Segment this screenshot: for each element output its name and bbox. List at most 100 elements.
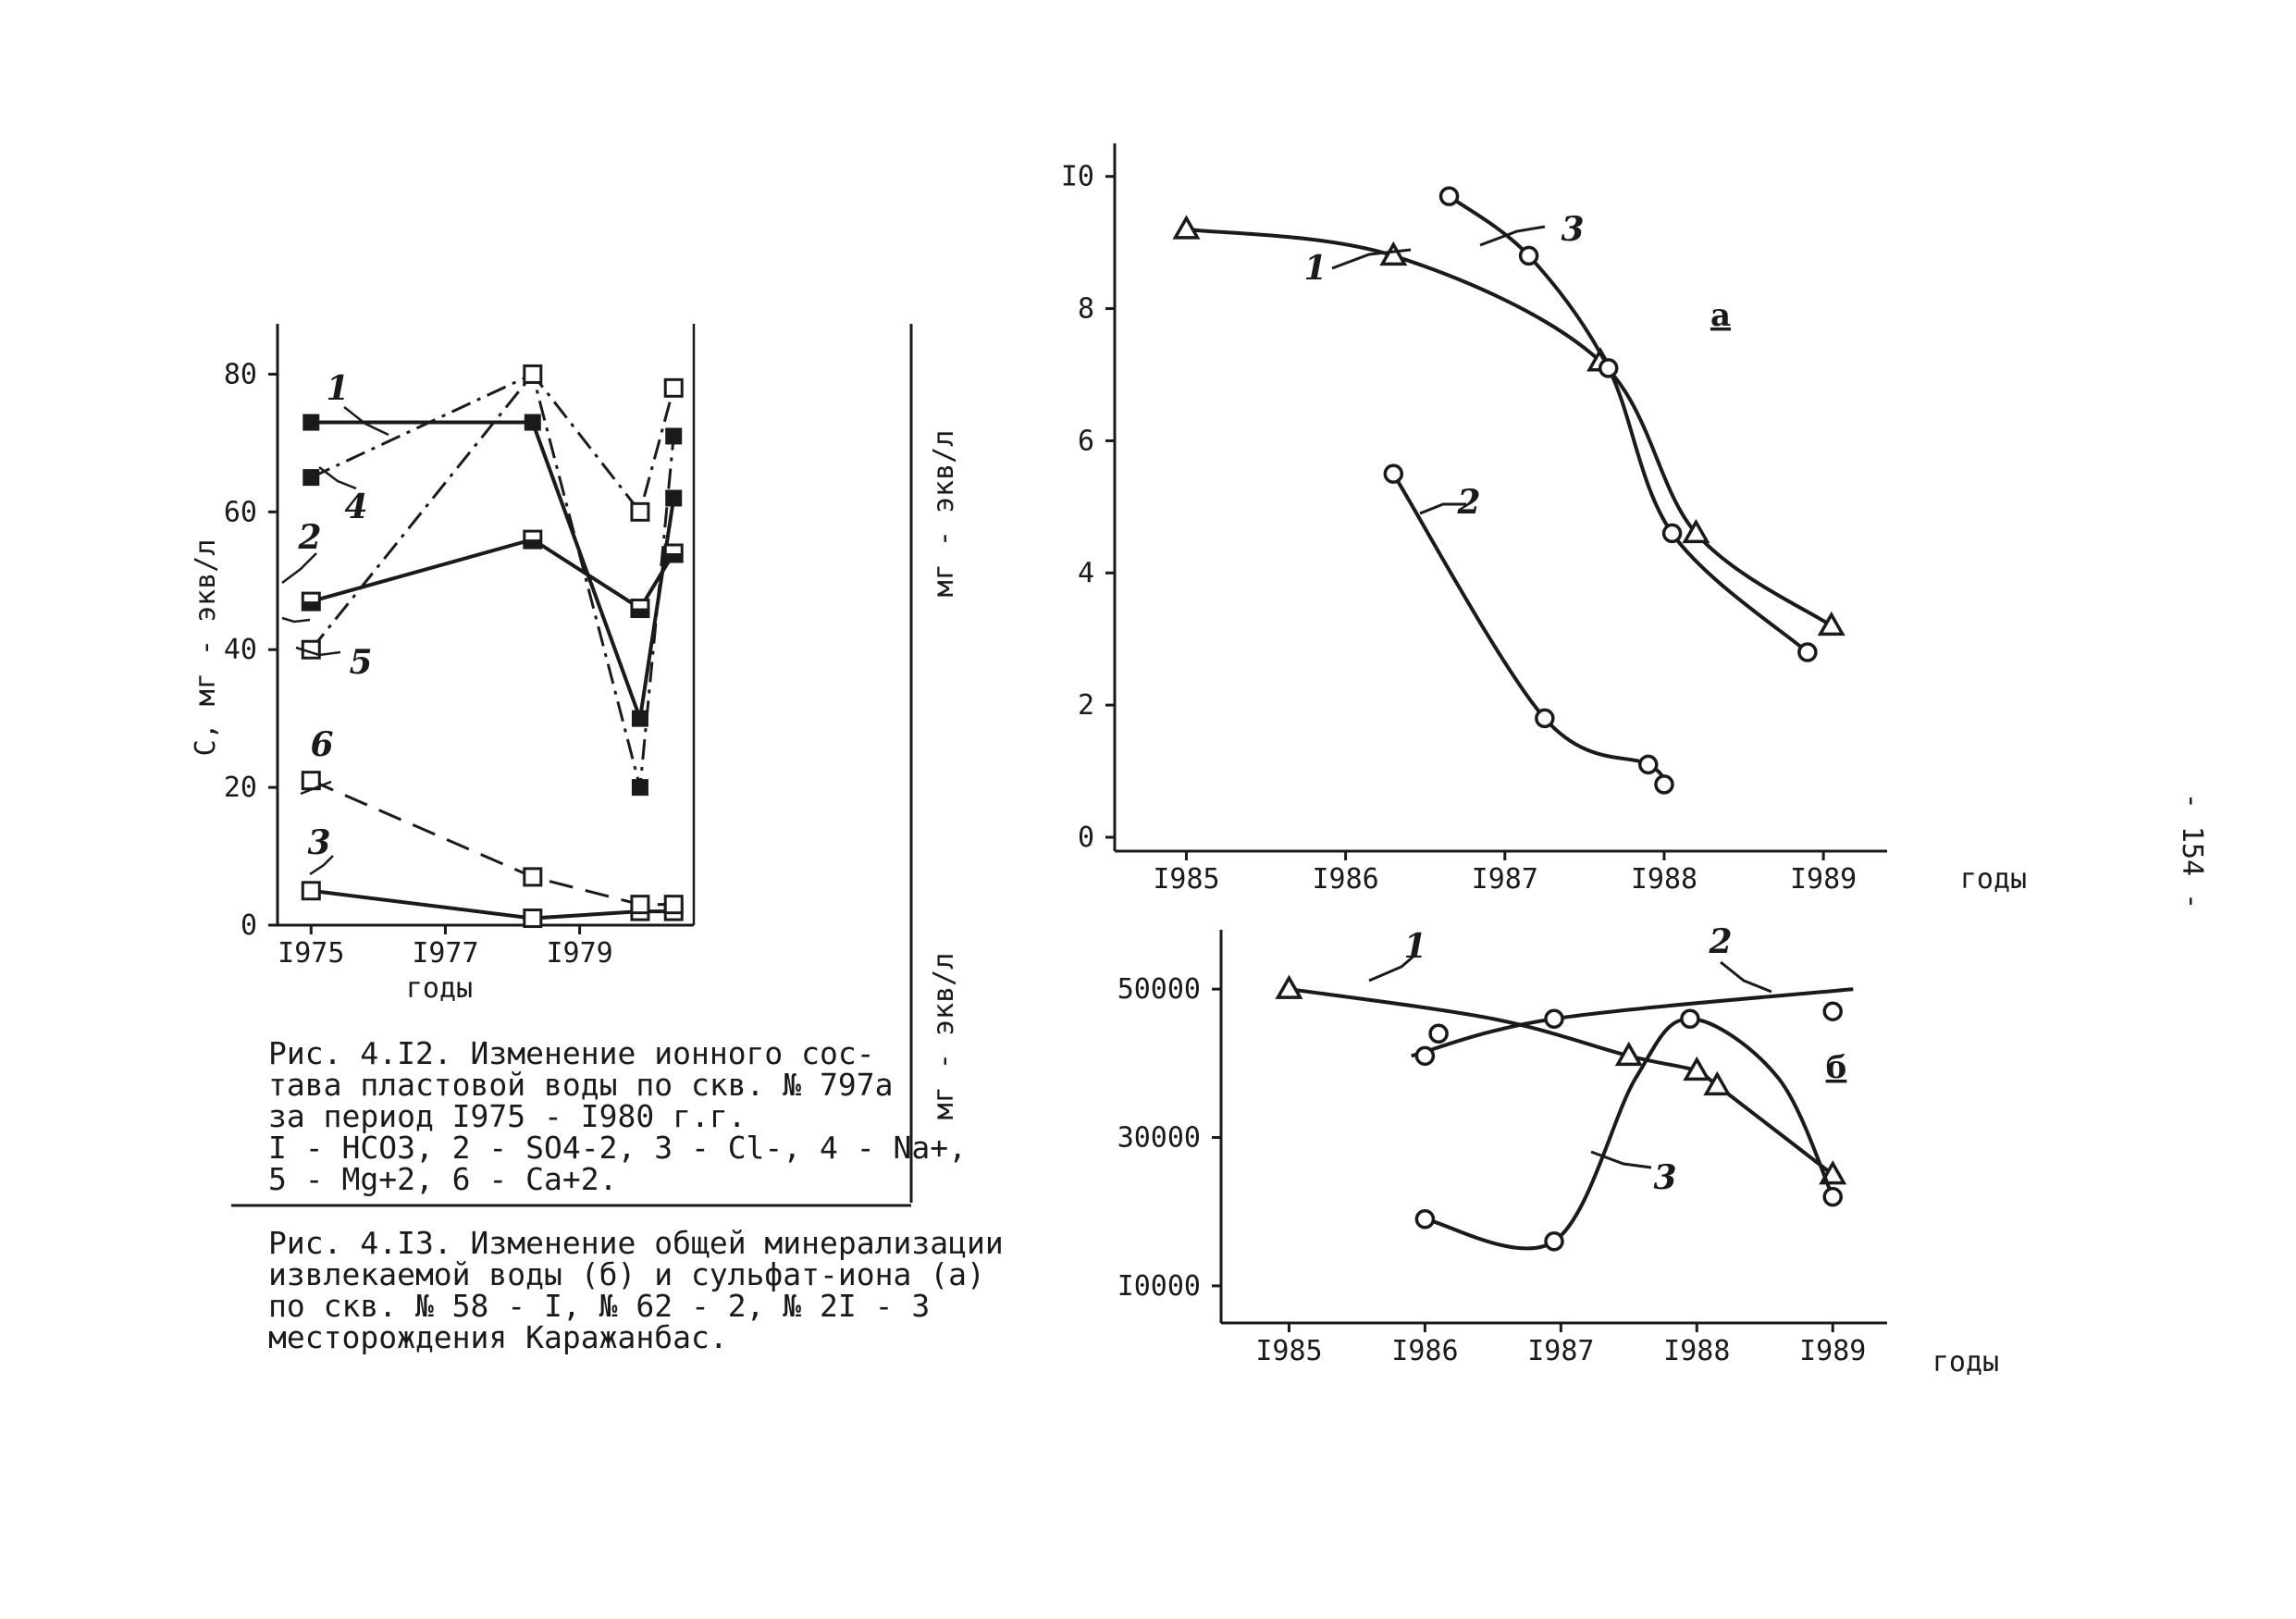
fig413b-panel-label: б bbox=[1826, 1049, 1847, 1086]
fig413b-series-3-label: 3 bbox=[1653, 1158, 1676, 1197]
fig412-series-4-point bbox=[665, 427, 683, 445]
fig412-series-5-point bbox=[523, 364, 543, 384]
fig412-series-2-line bbox=[310, 537, 675, 612]
fig413a-y-tick-label: 4 bbox=[1078, 557, 1094, 589]
fig412-series-4-point bbox=[631, 779, 648, 797]
fig413b-x-tick-label: I989 bbox=[1799, 1335, 1866, 1367]
fig412-x-axis-label: годы bbox=[406, 972, 473, 1005]
fig413a-y-tick-label: I0 bbox=[1061, 161, 1094, 193]
fig413a-series-3-point bbox=[1518, 245, 1539, 266]
fig413b-series-2-point bbox=[1414, 1045, 1436, 1067]
fig413b-series-1-label: 1 bbox=[1403, 927, 1426, 966]
fig412-series-1-point bbox=[631, 710, 648, 727]
fig413b-series-2-point bbox=[1428, 1023, 1449, 1044]
fig413b-x-tick-label: I988 bbox=[1663, 1335, 1730, 1367]
fig412-series-2-point-fill bbox=[302, 601, 320, 611]
fig413-caption: Рис. 4.I3. Изменение общей минерализации… bbox=[268, 1225, 1004, 1355]
fig413b-series-2-label: 2 bbox=[1708, 922, 1732, 961]
shared-y-axis-label-bottom: мг - экв/л bbox=[928, 953, 960, 1120]
fig412-caption-line: Рис. 4.I2. Изменение ионного сос- bbox=[268, 1035, 875, 1071]
fig413-caption-line: извлекаемой воды (б) и сульфат-иона (а) bbox=[268, 1256, 985, 1292]
fig413a-series-2-point bbox=[1535, 708, 1555, 729]
fig413a-x-tick-label: I985 bbox=[1153, 863, 1219, 896]
fig413b-series-3-point bbox=[1822, 1186, 1843, 1207]
fig412-series-2-label: 2 bbox=[297, 518, 321, 557]
fig412-series-leaders bbox=[281, 406, 389, 876]
fig413a-series-3-point bbox=[1598, 358, 1619, 378]
fig413b-y-tick-label: I0000 bbox=[1117, 1270, 1201, 1303]
fig413-caption-line: Рис. 4.I3. Изменение общей минерализации bbox=[268, 1225, 1004, 1261]
fig412-y-tick-label: 40 bbox=[224, 634, 257, 666]
fig412-series-1-line bbox=[311, 420, 676, 720]
fig412-series-1-label: 1 bbox=[326, 369, 349, 408]
fig413a-series-2-point bbox=[1383, 463, 1404, 484]
fig412-series-4-label: 4 bbox=[344, 488, 367, 526]
fig412-series-1-point bbox=[302, 414, 320, 431]
fig413a-series-3-point bbox=[1797, 642, 1818, 662]
chart-fig-4-13-b: I0000 30000 50000 I985 I986 I987 I988 I989 год… bbox=[1117, 922, 1999, 1378]
fig412-y-tick-label: 20 bbox=[224, 772, 257, 804]
fig413-caption-line: по скв. № 58 - I, № 62 - 2, № 2I - 3 bbox=[268, 1288, 930, 1324]
chart-fig-4-13-a: 0 2 4 6 8 I0 I985 I986 I987 I988 I989 годы а 1 2 3 bbox=[1061, 143, 2027, 896]
fig412-series-6-point bbox=[630, 895, 650, 915]
fig413a-series-leaders bbox=[1331, 225, 1546, 515]
fig413a-y-tick-label: 2 bbox=[1078, 689, 1094, 722]
fig413b-x-tick-label: I986 bbox=[1391, 1335, 1458, 1367]
fig413a-y-tick-label: 8 bbox=[1078, 293, 1094, 326]
fig412-series-1-point bbox=[524, 414, 541, 431]
fig412-caption-line: за период I975 - I980 г.г. bbox=[268, 1098, 747, 1134]
fig412-series-3-point bbox=[523, 908, 543, 929]
fig413a-series-2-point bbox=[1654, 774, 1674, 795]
fig412-series-2-point-fill bbox=[524, 539, 541, 549]
fig413b-series-3-point bbox=[1414, 1208, 1436, 1230]
fig413a-series-2-line bbox=[1391, 473, 1666, 786]
fig413a-series-1-point bbox=[1172, 215, 1201, 240]
fig413a-series-3-point bbox=[1661, 523, 1683, 544]
fig413a-series-1-line bbox=[1186, 227, 1833, 628]
fig412-x-tick-label: I977 bbox=[412, 937, 478, 970]
fig413b-series-2-line bbox=[1411, 987, 1854, 1058]
fig412-series-6-line bbox=[310, 779, 674, 907]
fig412-series-5-label: 5 bbox=[349, 643, 372, 682]
fig413a-series-1-label: 1 bbox=[1303, 249, 1327, 288]
fig412-y-axis-label: С, мг - экв/л bbox=[190, 539, 222, 757]
fig412-y-tick-label: 60 bbox=[224, 496, 257, 528]
fig413a-x-tick-label: I986 bbox=[1313, 863, 1379, 896]
fig412-series-3-line bbox=[311, 888, 674, 921]
shared-y-axis-label-top: мг - экв/л bbox=[928, 430, 960, 598]
fig412-x-tick-label: I975 bbox=[278, 937, 344, 970]
fig413b-series-1-point bbox=[1703, 1070, 1732, 1096]
fig412-series-4-point bbox=[302, 469, 320, 487]
fig413b-series-1-point bbox=[1275, 974, 1303, 999]
fig413b-x-tick-label: I985 bbox=[1255, 1335, 1322, 1367]
fig413a-panel-label: а bbox=[1710, 297, 1731, 334]
fig412-series-1-point bbox=[665, 489, 683, 507]
fig413b-series-3-point bbox=[1680, 1008, 1700, 1029]
fig412-series-5-line bbox=[310, 372, 675, 651]
fig412-x-tick-label: I979 bbox=[546, 937, 612, 970]
fig412-y-tick-label: 80 bbox=[224, 358, 257, 390]
chart-fig-4-12: 0 20 40 60 80 I975 I977 I979 С, мг - экв/л год… bbox=[190, 324, 967, 1197]
fig412-series-2-point-fill bbox=[631, 608, 648, 617]
fig412-caption-line: I - HCO3, 2 - SO4-2, 3 - Cl-, 4 - Na+, bbox=[268, 1130, 967, 1166]
fig413a-x-tick-label: I989 bbox=[1790, 863, 1857, 896]
fig412-series-4-line bbox=[310, 372, 675, 788]
fig412-series-6-point bbox=[663, 895, 684, 915]
fig413a-series-1-point bbox=[1682, 518, 1710, 544]
fig413a-series-1-point bbox=[1817, 611, 1845, 636]
fig413b-series-3-point bbox=[1822, 1001, 1843, 1021]
fig412-y-tick-label: 0 bbox=[241, 909, 257, 942]
fig412-caption-line: тава пластовой воды по скв. № 797а bbox=[268, 1067, 894, 1103]
fig413b-series-3-line bbox=[1424, 1017, 1835, 1251]
fig412-caption-line: 5 - Mg+2, 6 - Ca+2. bbox=[268, 1161, 618, 1197]
fig412-series-3-label: 3 bbox=[307, 823, 330, 862]
fig413b-y-tick-label: 50000 bbox=[1117, 973, 1201, 1006]
fig413a-y-tick-label: 6 bbox=[1078, 425, 1094, 457]
fig413a-y-tick-label: 0 bbox=[1078, 822, 1094, 854]
fig413a-series-1-point bbox=[1379, 241, 1408, 266]
fig412-series-6-label: 6 bbox=[310, 725, 333, 764]
page-number: - 154 - bbox=[2176, 793, 2208, 909]
fig413a-series-2-label: 2 bbox=[1456, 483, 1480, 522]
fig413a-x-tick-label: I988 bbox=[1631, 863, 1697, 896]
